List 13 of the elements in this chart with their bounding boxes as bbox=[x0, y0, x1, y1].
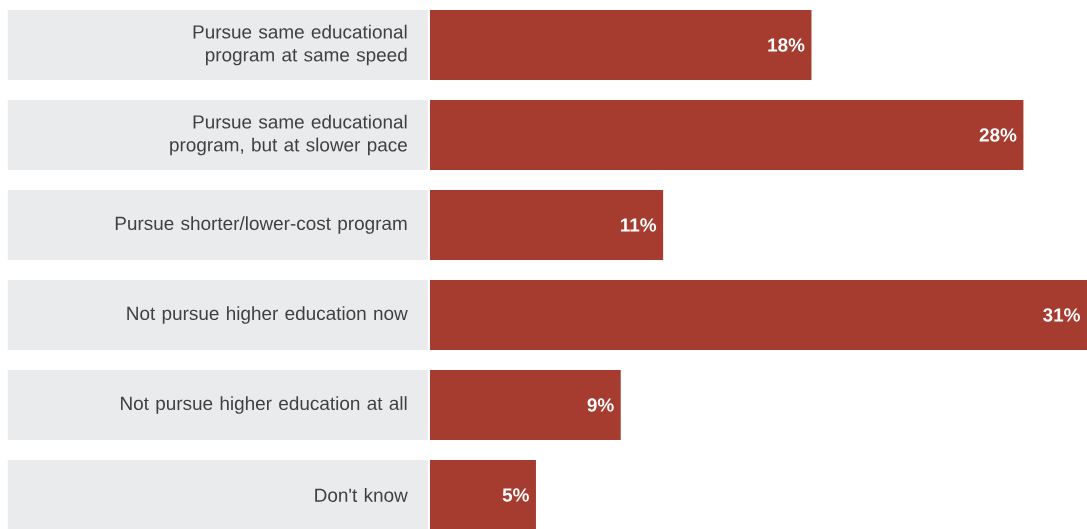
y-tick-label: Pursue same educational program, but at slower pace bbox=[170, 114, 407, 156]
data-label: 28% bbox=[979, 128, 1017, 142]
data-label: 9% bbox=[587, 398, 614, 412]
data-label: 31% bbox=[1043, 308, 1080, 322]
data-label: 18% bbox=[768, 38, 805, 52]
y-tick-label: Not pursue higher education at all bbox=[121, 396, 407, 414]
y-tick-label: Not pursue higher education now bbox=[127, 306, 408, 324]
y-tick-label: Pursue shorter/lower-cost program bbox=[115, 216, 407, 234]
y-tick-label: Pursue same educational program at same speed bbox=[193, 24, 407, 66]
bar bbox=[429, 459, 536, 529]
y-tick-label: Don't know bbox=[315, 488, 408, 502]
data-label: 5% bbox=[502, 488, 529, 502]
data-label: 11% bbox=[620, 218, 657, 232]
